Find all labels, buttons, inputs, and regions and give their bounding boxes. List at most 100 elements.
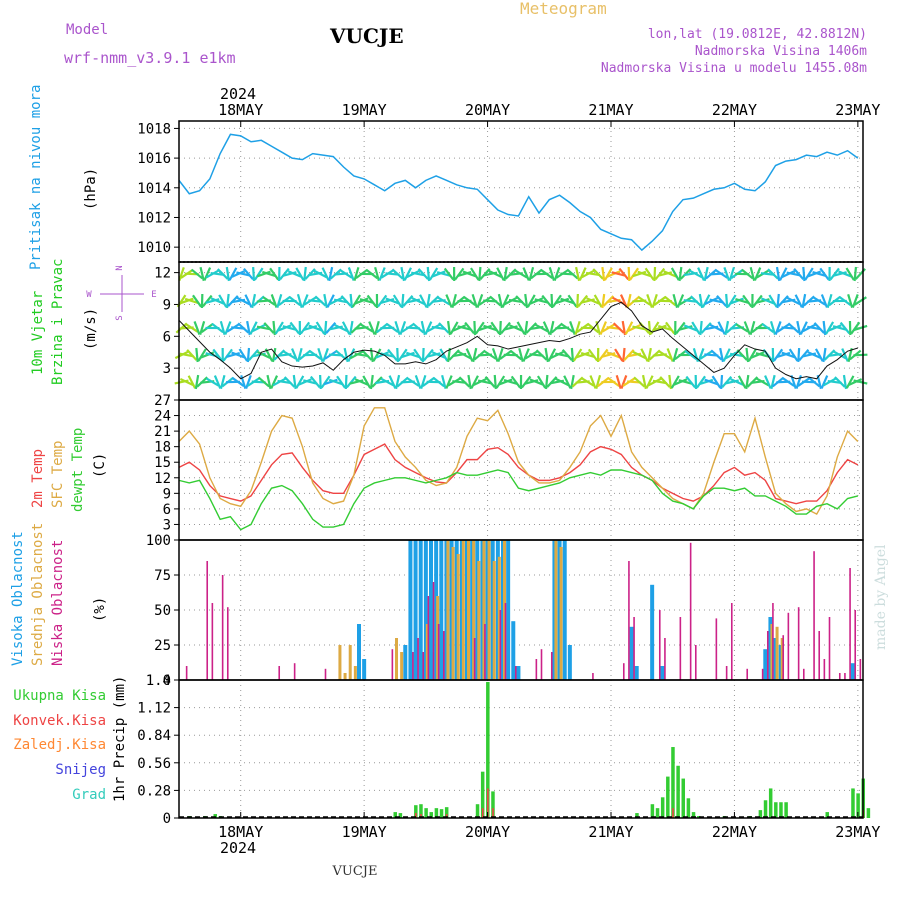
precip-total-bar — [784, 802, 788, 818]
y-tick-label: 1014 — [137, 181, 171, 197]
wind-arrow — [273, 321, 274, 335]
cloud-mid-bar — [467, 540, 470, 680]
cloud-low-bar — [294, 663, 296, 680]
wind-arrow — [446, 295, 451, 308]
cloud-low-bar — [839, 673, 841, 680]
y-tick-label: 75 — [154, 568, 171, 584]
y-tick-label: 21 — [154, 424, 171, 440]
wind-arrow — [621, 375, 626, 388]
day-label-top: 18MAY — [218, 101, 263, 119]
pressure-label: Pritisak na nivou mora — [28, 85, 44, 270]
footer-station: VUCJE — [332, 864, 378, 879]
wind-arrow — [323, 268, 329, 281]
cloud-mid-bar — [554, 540, 557, 680]
cloud-mid-bar — [776, 627, 779, 680]
wind-arrow — [497, 268, 503, 280]
precip-total-bar — [656, 808, 660, 818]
temp-unit: (C) — [92, 453, 108, 478]
cloud-low-bar — [484, 624, 486, 680]
model-altitude: Nadmorska Visina u modelu 1455.08m — [601, 61, 867, 76]
cloud-mid-bar — [344, 673, 347, 680]
cloud-low-bar — [695, 645, 697, 680]
wind-arrow — [718, 322, 724, 335]
cloud-low-bar — [222, 575, 224, 680]
coords: lon,lat (19.0812E, 42.8812N) — [648, 27, 867, 42]
wind-arrow — [474, 321, 475, 335]
wind-arrow — [626, 322, 632, 334]
cloud-low-bar — [829, 617, 831, 680]
wind-arrow — [854, 380, 868, 383]
cloud-low-bar — [803, 669, 805, 680]
precip-total-bar — [779, 802, 783, 818]
cloud-low-bar — [515, 666, 517, 680]
y-tick-label: 0.56 — [137, 756, 171, 772]
cloud-high-bar — [408, 540, 412, 680]
cloud-high-bar — [403, 645, 407, 680]
cloud-low-bar — [731, 603, 733, 680]
cloud-high-bar — [506, 540, 510, 680]
cloud-low-bar — [680, 617, 682, 680]
y-tick-label: 24 — [154, 409, 171, 425]
wind-arrow — [390, 376, 396, 389]
cloud-high-bar — [635, 666, 639, 680]
precip-unit: 1hr Precip (mm) — [112, 676, 128, 802]
wind-arrow — [230, 268, 237, 280]
wind-arrow — [343, 322, 349, 334]
wind-arrow — [426, 322, 432, 335]
cloud-mid-bar — [446, 540, 449, 680]
cloud-low-bar — [227, 607, 229, 680]
wind-arrow — [699, 348, 704, 361]
cloud-low-bar — [500, 610, 502, 680]
cloud-low-bar — [726, 666, 728, 680]
precip-conv-bar — [672, 808, 674, 818]
wind-arrow — [590, 375, 595, 388]
wind-arrow — [780, 268, 786, 280]
wind-arrow — [724, 349, 730, 362]
cloud-mid-bar — [338, 645, 341, 680]
wind-arrow — [668, 348, 673, 361]
cloud-low-bar — [541, 649, 543, 680]
cloud-low-bar — [767, 631, 769, 680]
cloud-high-bar — [630, 627, 634, 680]
panel-frame — [179, 680, 863, 818]
cloud-low-bar — [428, 596, 430, 680]
y-tick-label: 100 — [146, 533, 171, 549]
y-tick-label: 50 — [154, 603, 171, 619]
wind-arrow — [703, 295, 709, 307]
wind-arrow — [523, 268, 528, 281]
wind-arrow — [351, 294, 352, 308]
day-label-bottom: 23MAY — [835, 823, 880, 841]
cloud-mid-bar — [488, 540, 491, 680]
wind-arrow — [621, 295, 627, 308]
cloud-low-bar — [206, 561, 208, 680]
cloud-low-bar — [623, 663, 625, 680]
cloud-low-bar — [690, 543, 692, 680]
year-bottom: 2024 — [220, 839, 256, 857]
temp-dewpt-line — [179, 470, 858, 530]
wind-arrow — [253, 267, 254, 281]
wind-arrow — [380, 267, 385, 280]
precip-total-bar — [476, 804, 480, 818]
cloud-low-bar — [474, 638, 476, 680]
y-tick-label: 1016 — [137, 151, 171, 167]
cloud-low-bar — [412, 652, 414, 680]
wind-unit: (m/s) — [83, 308, 99, 350]
cloud-low-bar — [782, 635, 784, 680]
temp-label-dewpt: dewpt Temp — [70, 428, 86, 512]
precip-total-bar — [774, 802, 778, 818]
wind-arrow — [320, 375, 321, 389]
cloud-low-bar — [592, 673, 594, 680]
wind-arrow — [649, 321, 650, 335]
cloud-low-bar — [849, 568, 851, 680]
cloud-low-bar — [818, 631, 820, 680]
wind-arrow — [853, 355, 867, 356]
wind-arrow — [801, 322, 807, 335]
cloud-high-bar — [563, 540, 567, 680]
cloud-high-bar — [516, 666, 520, 680]
wind-arrow — [446, 376, 451, 389]
precip-legend-snow: Snijeg — [55, 762, 106, 778]
wind-arrow — [564, 376, 570, 389]
precip-total-bar — [867, 808, 871, 818]
model-name: wrf-nmm_v3.9.1 e1km — [64, 49, 236, 67]
